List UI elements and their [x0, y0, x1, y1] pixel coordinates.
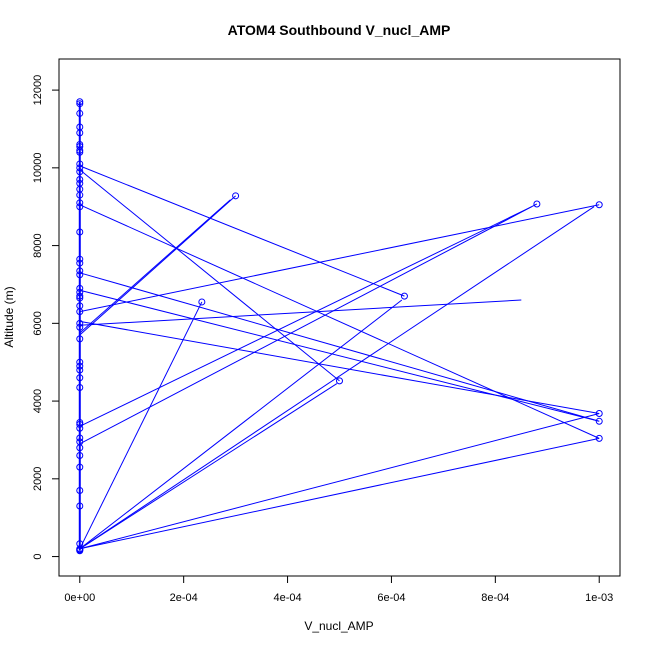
data-point [533, 200, 541, 208]
data-point [76, 199, 84, 207]
data-point [76, 486, 84, 494]
data-point [76, 259, 84, 267]
series-line-segment [79, 206, 532, 427]
data-point [76, 383, 84, 391]
data-point [76, 319, 84, 327]
data-point [76, 418, 84, 426]
series-line-segment [79, 299, 522, 326]
data-point [76, 160, 84, 168]
data-point [76, 271, 84, 279]
data-point [76, 176, 84, 184]
series-line-segment [79, 199, 231, 334]
data-point [76, 98, 84, 106]
data-point [76, 142, 84, 150]
data-point [595, 201, 603, 209]
series-line-segment [79, 195, 236, 336]
data-point [76, 179, 84, 187]
x-tick-label: 6e-04 [377, 592, 405, 604]
data-point [76, 463, 84, 471]
data-point [336, 377, 343, 385]
data-point [76, 267, 84, 275]
y-axis: 0 2000 4000 6000 8000 10000 12000 [32, 75, 60, 560]
data-point [76, 374, 84, 382]
series-line-segment [79, 272, 600, 422]
data-point [76, 438, 84, 446]
y-tick-label: 12000 [32, 75, 44, 106]
y-tick-label: 0 [32, 554, 44, 560]
series-lines [78, 101, 600, 551]
data-point [76, 228, 84, 236]
data-point [76, 420, 84, 428]
x-tick-label: 0e+00 [64, 592, 95, 604]
data-point [76, 164, 84, 172]
series-line-segment [79, 289, 600, 422]
data-point [400, 292, 408, 300]
data-point [76, 141, 84, 149]
series-line-segment [79, 437, 600, 550]
x-tick-label: 8e-04 [481, 592, 509, 604]
y-tick-label: 2000 [32, 467, 44, 491]
data-point [76, 362, 84, 370]
data-point [76, 451, 84, 459]
x-tick-label: 1e-03 [585, 592, 613, 604]
series-line-segment [79, 204, 600, 313]
data-point [595, 434, 603, 442]
y-tick-label: 10000 [32, 153, 44, 184]
data-point [76, 302, 84, 310]
series-line-segment [79, 320, 600, 415]
data-point [76, 109, 84, 117]
series-line-segment [79, 299, 403, 550]
data-point [76, 434, 84, 442]
y-tick-label: 6000 [32, 311, 44, 335]
data-point [76, 540, 84, 548]
series-line-segment [79, 169, 340, 382]
data-point [595, 410, 603, 418]
x-tick-label: 2e-04 [170, 592, 198, 604]
data-point [76, 358, 84, 366]
series-line-segment [79, 383, 338, 550]
x-axis: 0e+00 2e-04 4e-04 6e-04 8e-04 1e-03 [64, 575, 613, 604]
data-point [232, 192, 240, 200]
series-line-segment [79, 203, 538, 445]
y-axis-label: Altitude (m) [2, 286, 16, 347]
data-point [76, 168, 84, 176]
data-point [76, 292, 84, 300]
data-point [76, 123, 84, 131]
chart-title: ATOM4 Southbound V_nucl_AMP [228, 22, 451, 38]
data-point [595, 417, 603, 425]
series-points [76, 98, 603, 555]
data-point [76, 203, 84, 211]
series-line-segment [79, 413, 600, 550]
series-line-segment [79, 301, 203, 550]
y-tick-label: 8000 [32, 233, 44, 257]
data-point [76, 335, 84, 343]
data-point [76, 288, 84, 296]
data-point [76, 502, 84, 510]
data-point [76, 366, 84, 374]
series-line-segment [79, 165, 405, 297]
data-point [198, 298, 206, 306]
data-point [76, 100, 84, 108]
y-tick-label: 4000 [32, 389, 44, 413]
series-line-segment [79, 206, 595, 550]
data-point [76, 255, 84, 263]
data-point [76, 323, 84, 331]
plot-frame [58, 58, 621, 577]
x-axis-label: V_nucl_AMP [304, 619, 373, 633]
data-point [76, 284, 84, 292]
x-tick-label: 4e-04 [273, 592, 301, 604]
